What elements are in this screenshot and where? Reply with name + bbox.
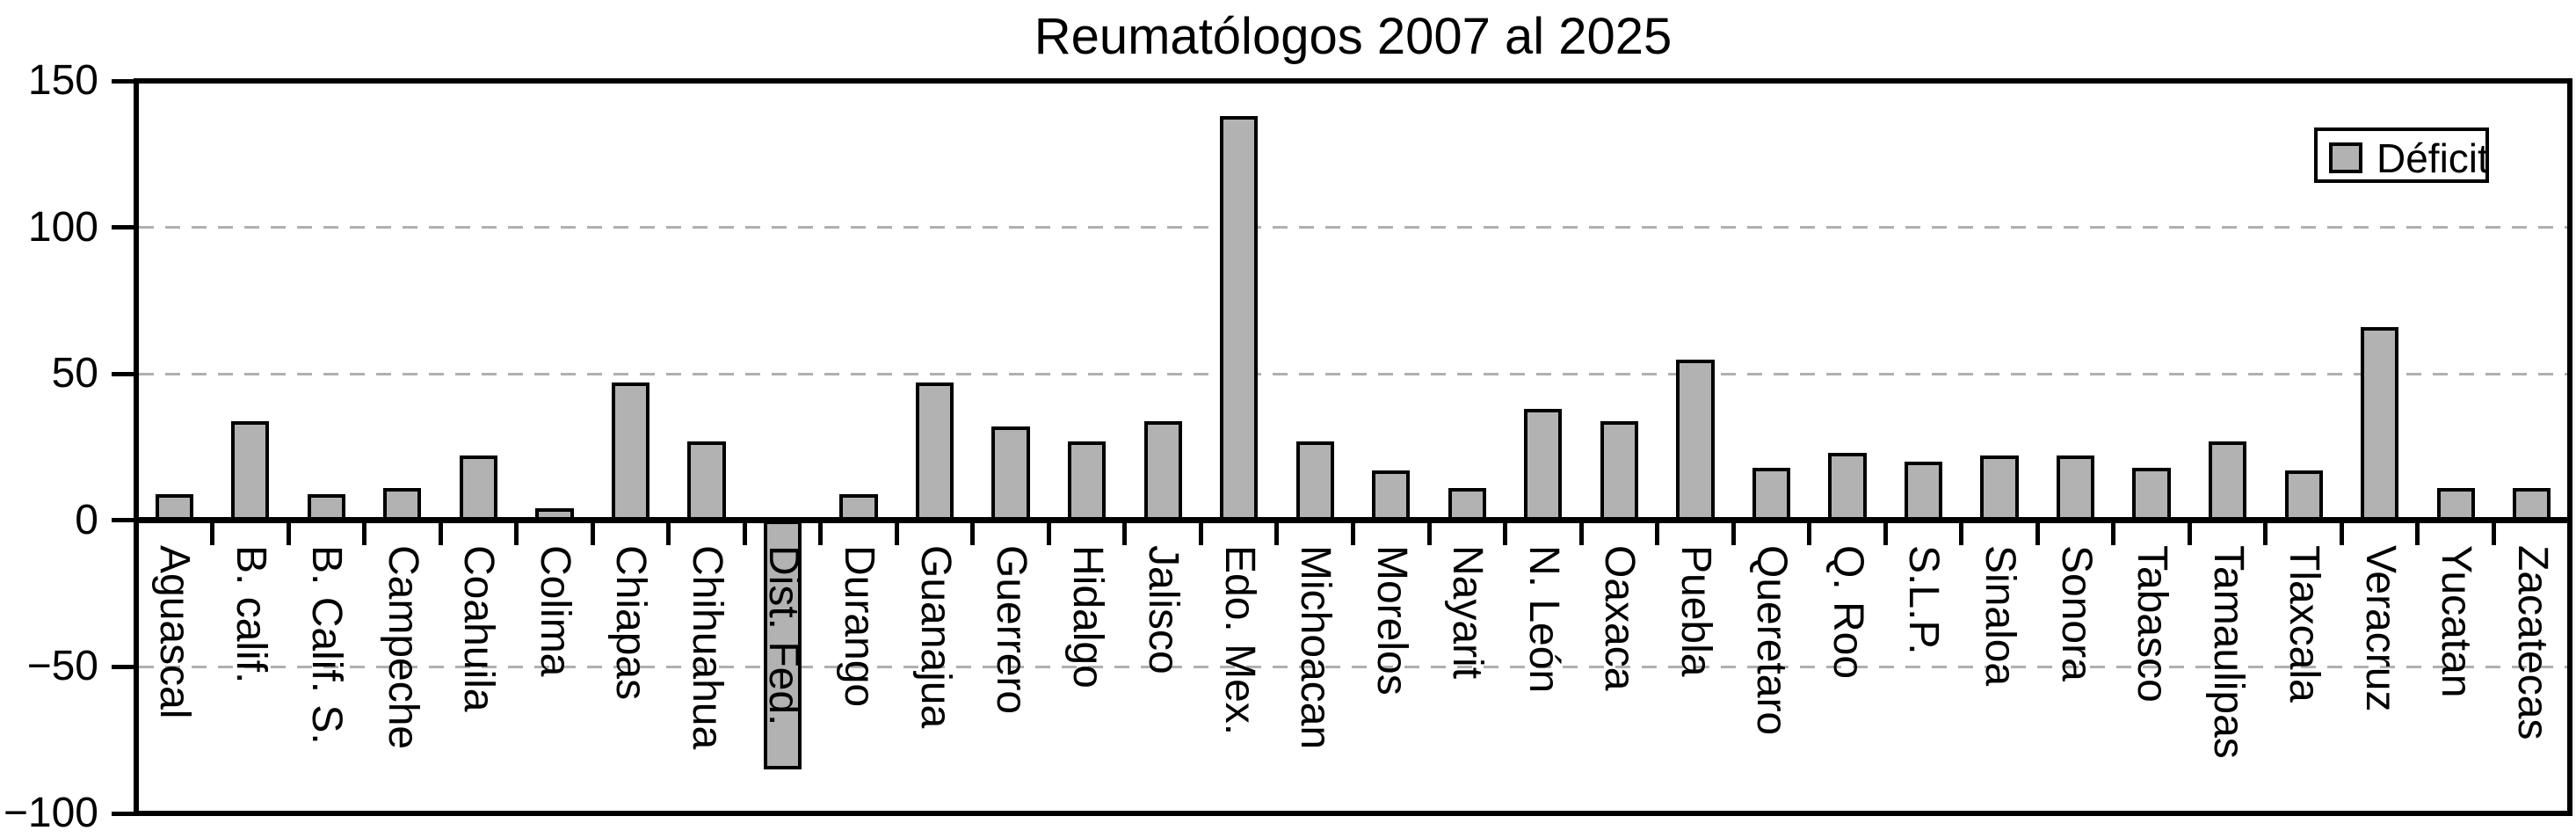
x-tick [1655,520,1660,545]
bar-Coahuila [459,455,498,521]
x-tick [2111,520,2116,545]
x-tick [2187,520,2192,545]
y-tick-label-100: 100 [27,203,98,251]
bar-Puebla [1676,359,1715,521]
y-tick-label-50: 50 [51,350,98,397]
x-tick-label-Tamaulipas: Tamaulipas [2204,544,2252,759]
bar-N. León [1524,409,1563,521]
x-tick-label-Queretaro: Queretaro [1748,544,1796,735]
x-tick [2415,520,2420,545]
bar-Chihuahua [687,441,726,521]
x-tick-label-Oaxaca: Oaxaca [1596,544,1644,691]
x-tick [1807,520,1812,545]
x-tick-label-Sinaloa: Sinaloa [1977,544,2024,686]
x-tick-label-Nayarit: Nayarit [1444,544,1491,679]
x-tick [742,520,747,545]
x-tick-label-Puebla: Puebla [1672,544,1719,677]
x-tick-label-Morelos: Morelos [1368,544,1415,696]
bar-Guerrero [991,426,1030,521]
x-tick [1959,520,1964,545]
x-tick [1426,520,1432,545]
gridline--50 [139,665,2567,668]
bar-Durango [839,493,878,521]
x-tick-label-Jalisco: Jalisco [1140,544,1187,674]
x-tick [1883,520,1888,545]
legend: Déficit [2314,128,2489,183]
y-tick-label--50: −50 [26,643,98,690]
x-tick-label-Guanajua: Guanajua [911,544,959,728]
y-tick-label-150: 150 [27,57,98,104]
x-tick-label-Chihuahua: Chihuahua [683,544,730,749]
y-tick-150 [112,78,136,84]
x-tick-label-Sonora: Sonora [2052,544,2100,681]
x-tick-label-Colima: Colima [531,544,578,677]
y-tick--100 [112,811,136,816]
x-tick-label-Hidalgo: Hidalgo [1063,544,1111,689]
x-tick [970,520,976,545]
bar-Yucatan [2436,488,2475,521]
x-tick-label-S.L.P.: S.L.P. [1900,544,1948,655]
x-tick-label-Dist. Fed.: Dist. Fed. [759,544,807,726]
bar-Q. Roo [1828,453,1867,521]
x-tick [1122,520,1128,545]
x-tick [2339,520,2344,545]
x-tick [438,520,443,545]
legend-deficit-swatch [2329,142,2362,173]
x-tick-label-Zacatecas: Zacatecas [2508,544,2556,740]
y-tick-label--100: −100 [3,790,98,836]
x-tick [1503,520,1508,545]
x-tick [2491,520,2496,545]
x-tick [362,520,367,545]
bar-Michoacan [1295,441,1334,521]
y-tick-50 [112,371,136,376]
x-tick-label-B. calif.: B. calif. [227,544,274,684]
x-tick-label-Durango: Durango [836,544,883,707]
x-tick-label-Tlaxcala: Tlaxcala [2281,544,2328,703]
plot-border [134,78,2572,816]
x-tick [590,520,595,545]
x-tick-label-B. Calif. S.: B. Calif. S. [303,544,351,745]
x-tick-label-Edo. Mex.: Edo. Mex. [1215,544,1263,735]
x-tick [210,520,215,545]
x-tick [1351,520,1355,545]
gridline-100 [139,226,2567,230]
x-tick-label-Chiapas: Chiapas [607,544,655,700]
x-tick [894,520,899,545]
x-tick [1274,520,1280,545]
bar-Aguascal [155,493,193,521]
x-tick-label-Guerrero: Guerrero [988,544,1035,714]
x-tick-label-Michoacan: Michoacan [1292,544,1339,749]
legend-deficit-label: Déficit [2376,135,2489,181]
x-tick [1731,520,1736,545]
bar-B. calif. [231,420,270,521]
gridline-50 [139,372,2567,375]
x-tick [1046,520,1051,545]
y-tick-label-0: 0 [75,496,98,543]
x-tick [818,520,824,545]
x-tick [286,520,291,545]
x-tick [1578,520,1584,545]
x-tick-label-Q. Roo: Q. Roo [1824,544,1871,679]
x-tick-label-Aguascal: Aguascal [151,544,199,719]
bar-Dist. Fed. [763,520,802,770]
chart-title: Reumatólogos 2007 al 2025 [1034,8,1673,65]
x-tick-label-Tabasco: Tabasco [2129,544,2176,703]
x-tick-label-N. León: N. León [1520,544,1567,693]
x-tick [2035,520,2040,545]
bar-Oaxaca [1600,420,1638,521]
x-tick-label-Veracruz: Veracruz [2356,544,2404,712]
x-tick-label-Yucatan: Yucatan [2433,544,2480,698]
x-tick-label-Coahuila: Coahuila [455,544,503,712]
x-tick [666,520,671,545]
x-tick [2263,520,2268,545]
x-tick [514,520,519,545]
bar-Tamaulipas [2208,441,2247,521]
x-tick [1198,520,1203,545]
y-tick-0 [112,518,136,523]
bar-Morelos [1372,470,1411,521]
y-tick--50 [112,664,136,669]
x-tick-label-Campeche: Campeche [379,544,426,749]
y-tick-100 [112,225,136,230]
